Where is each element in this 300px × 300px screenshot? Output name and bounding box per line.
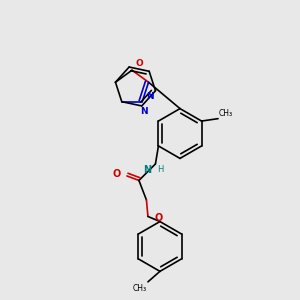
- Text: N: N: [146, 92, 154, 101]
- Text: N: N: [143, 165, 151, 176]
- Text: CH₃: CH₃: [132, 284, 146, 293]
- Text: CH₃: CH₃: [219, 109, 233, 118]
- Text: O: O: [136, 59, 143, 68]
- Text: O: O: [154, 213, 163, 223]
- Text: N: N: [140, 107, 148, 116]
- Text: H: H: [157, 165, 163, 174]
- Text: O: O: [112, 169, 120, 179]
